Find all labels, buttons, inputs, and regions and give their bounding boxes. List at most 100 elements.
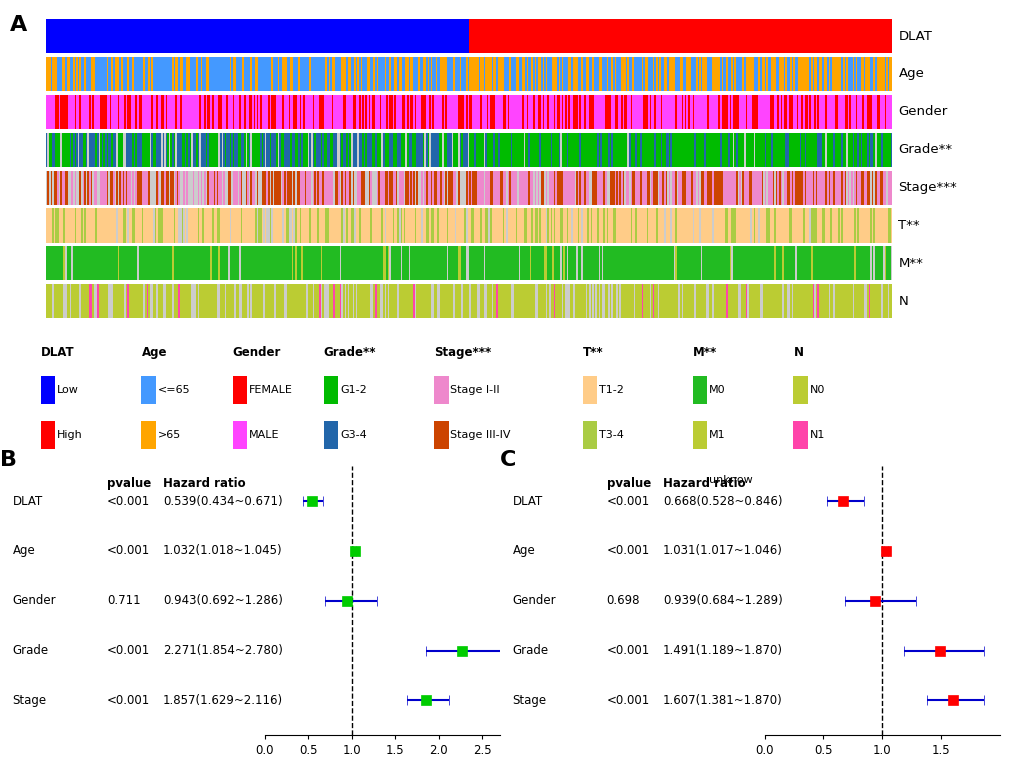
Text: <0.001: <0.001 bbox=[107, 544, 150, 557]
Bar bbox=[302, 208, 303, 243]
Bar bbox=[739, 171, 740, 205]
Bar bbox=[83, 95, 85, 129]
Bar bbox=[452, 246, 454, 280]
Bar bbox=[754, 19, 756, 53]
Bar bbox=[655, 95, 657, 129]
Bar bbox=[649, 246, 651, 280]
Bar bbox=[293, 208, 294, 243]
Bar bbox=[83, 57, 85, 91]
Bar bbox=[658, 208, 660, 243]
Bar bbox=[234, 133, 235, 167]
Bar bbox=[861, 133, 863, 167]
Bar bbox=[812, 57, 813, 91]
Bar bbox=[550, 284, 551, 318]
Bar bbox=[864, 171, 866, 205]
Bar bbox=[731, 19, 732, 53]
Bar bbox=[780, 208, 782, 243]
Bar bbox=[607, 171, 609, 205]
Bar bbox=[666, 171, 668, 205]
Bar bbox=[514, 95, 515, 129]
Bar bbox=[416, 57, 418, 91]
Bar bbox=[869, 19, 871, 53]
Bar bbox=[483, 246, 485, 280]
Bar bbox=[215, 19, 217, 53]
Bar bbox=[869, 246, 871, 280]
Text: <0.001: <0.001 bbox=[606, 694, 649, 707]
Bar bbox=[649, 284, 651, 318]
Bar bbox=[536, 19, 537, 53]
Bar bbox=[167, 208, 169, 243]
Bar bbox=[455, 284, 458, 318]
Bar bbox=[764, 133, 765, 167]
Bar bbox=[400, 284, 401, 318]
Bar bbox=[857, 246, 858, 280]
Bar bbox=[199, 133, 201, 167]
Bar bbox=[302, 284, 303, 318]
Bar bbox=[519, 284, 520, 318]
Bar bbox=[743, 19, 745, 53]
Bar bbox=[804, 246, 805, 280]
Bar bbox=[463, 284, 464, 318]
Bar bbox=[567, 284, 568, 318]
Bar bbox=[308, 95, 309, 129]
Bar bbox=[847, 284, 849, 318]
Bar bbox=[69, 133, 71, 167]
Bar bbox=[695, 246, 697, 280]
Bar bbox=[522, 171, 523, 205]
Bar bbox=[874, 57, 875, 91]
Bar bbox=[240, 246, 243, 280]
Bar bbox=[794, 133, 796, 167]
Bar bbox=[186, 133, 187, 167]
Bar bbox=[726, 171, 728, 205]
Bar bbox=[323, 466, 338, 493]
Bar bbox=[427, 284, 429, 318]
Bar bbox=[833, 57, 835, 91]
Bar bbox=[486, 284, 488, 318]
Bar bbox=[448, 171, 449, 205]
Bar bbox=[302, 95, 303, 129]
Bar bbox=[322, 246, 323, 280]
Bar bbox=[802, 95, 804, 129]
Bar bbox=[429, 208, 430, 243]
Bar bbox=[102, 57, 103, 91]
Bar bbox=[494, 57, 496, 91]
Bar bbox=[573, 208, 574, 243]
Bar bbox=[632, 19, 633, 53]
Bar bbox=[77, 246, 79, 280]
Bar bbox=[423, 246, 424, 280]
Bar bbox=[686, 208, 688, 243]
Bar bbox=[632, 171, 633, 205]
Bar bbox=[114, 95, 116, 129]
Bar bbox=[790, 246, 791, 280]
Bar bbox=[601, 208, 603, 243]
Bar bbox=[805, 171, 807, 205]
Bar bbox=[711, 19, 713, 53]
Bar bbox=[816, 208, 818, 243]
Bar bbox=[836, 246, 838, 280]
Bar bbox=[772, 246, 773, 280]
Bar bbox=[809, 19, 810, 53]
Bar bbox=[830, 208, 833, 243]
Bar bbox=[306, 171, 308, 205]
Bar bbox=[434, 133, 435, 167]
Bar bbox=[334, 95, 336, 129]
Bar bbox=[841, 208, 842, 243]
Bar bbox=[886, 133, 887, 167]
Bar bbox=[338, 208, 339, 243]
Bar bbox=[330, 133, 331, 167]
Bar bbox=[249, 246, 250, 280]
Bar bbox=[412, 95, 413, 129]
Bar bbox=[750, 19, 751, 53]
Bar bbox=[533, 171, 534, 205]
Bar bbox=[717, 19, 719, 53]
Bar bbox=[841, 133, 842, 167]
Bar bbox=[604, 57, 606, 91]
Bar bbox=[534, 171, 536, 205]
Bar bbox=[868, 171, 869, 205]
Bar bbox=[263, 133, 265, 167]
Bar bbox=[365, 284, 367, 318]
Bar bbox=[201, 246, 202, 280]
Bar bbox=[88, 133, 89, 167]
Bar bbox=[418, 171, 419, 205]
Bar bbox=[677, 171, 678, 205]
